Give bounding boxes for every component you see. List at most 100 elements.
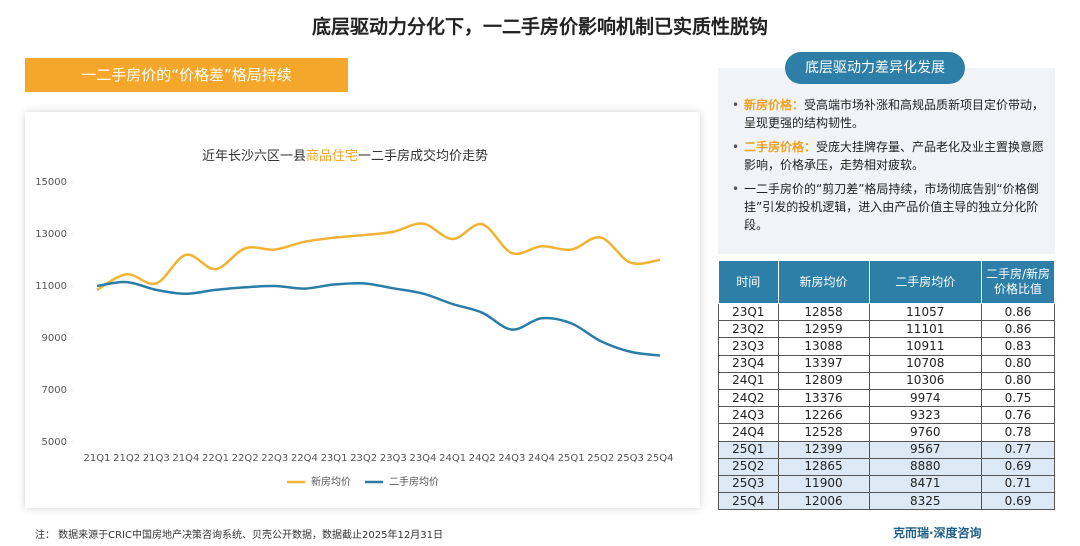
y-tick-label: 5000 [42,437,67,448]
table-cell: 13088 [777,337,870,356]
table-row: 25Q4 12006 8325 0.69 [718,492,1055,511]
table-cell: 9323 [868,406,983,425]
legend-label: 二手房均价 [389,475,439,488]
brand: 克而瑞·深度咨询 [893,526,982,540]
table-row: 24Q2 13376 9974 0.75 [718,388,1055,408]
y-tick-label: 11000 [35,281,67,292]
x-tick-label: 25Q2 [587,453,614,464]
x-tick-label: 21Q4 [172,453,199,464]
table-row: 25Q3 11900 8471 0.71 [718,474,1055,494]
header-cell: 二手房/新房价格比值 [981,260,1055,304]
section-header: 一二手房价的“价格差”格局持续 [25,58,348,92]
table-cell: 13397 [777,354,870,373]
series-line [96,280,661,357]
table-row: 25Q1 12399 9567 0.77 [718,440,1055,459]
x-tick-label: 24Q3 [498,453,525,464]
chart-panel: 近年长沙六区一县商品住宅一二手房成交均价走势 5000 7000 9000 11000… [25,112,700,508]
table-cell: 25Q2 [718,457,779,476]
table-cell: 24Q2 [718,388,779,408]
table-cell: 12809 [777,371,870,390]
legend-label: 新房均价 [311,475,351,488]
header-cell: 时间 [718,260,779,304]
table-cell: 11900 [777,474,870,494]
bullet: 新房价格：受高端市场补涨和高规品质新项目定价带动，呈现更强的结构韧性。 [728,96,1046,132]
table-cell: 9567 [868,440,983,459]
table-cell: 10708 [868,354,983,373]
x-tick-label: 22Q4 [291,453,318,464]
table-row: 25Q2 12865 8880 0.69 [718,457,1055,476]
x-tick-label: 25Q3 [617,453,644,464]
table-row: 24Q3 12266 9323 0.76 [718,406,1055,425]
x-tick-label: 23Q3 [380,453,407,464]
table-cell: 24Q3 [718,406,779,425]
table-row: 24Q1 12809 10306 0.80 [718,371,1055,390]
table-cell: 0.75 [981,388,1055,408]
title-part: 一二手房成交均价走势 [358,148,488,164]
table-cell: 25Q3 [718,474,779,494]
table-row: 23Q2 12959 11101 0.86 [718,320,1055,339]
table-cell: 0.83 [981,337,1055,356]
page-title: 底层驱动力分化下，一二手房价影响机制已实质性脱钩 [311,16,768,38]
bullet-text: 一二手房价的“剪刀差”格局持续，市场彻底告别“价格倒挂”引发的投机逻辑，进入由产… [744,182,1039,232]
table-cell: 23Q1 [718,302,779,322]
y-tick-label: 9000 [42,333,67,344]
table-header: 时间 新房均价 二手房均价 二手房/新房价格比值 [718,260,1055,304]
x-tick-label: 25Q4 [647,453,674,464]
table-cell: 10306 [868,371,983,390]
bullet-label: 二手房价格： [744,140,817,154]
table-cell: 8471 [868,474,983,494]
table-row: 23Q1 12858 11057 0.86 [718,302,1055,322]
x-tick-label: 21Q2 [113,453,140,464]
table-cell: 12266 [777,406,870,425]
bullet-list: 新房价格：受高端市场补涨和高规品质新项目定价带动，呈现更强的结构韧性。二手房价格… [728,96,1046,240]
table-cell: 9974 [868,388,983,408]
x-tick-label: 24Q1 [439,453,466,464]
bullet-text: 受庞大挂牌存量、产品老化及业主置换意愿影响，价格承压，走势相对疲软。 [744,140,1045,172]
table-cell: 0.77 [981,440,1055,459]
header-cell: 新房均价 [777,260,870,304]
table-cell: 23Q4 [718,354,779,373]
x-tick-label: 23Q2 [350,453,377,464]
x-tick-label: 24Q2 [469,453,496,464]
table-row: 24Q4 12528 9760 0.78 [718,423,1055,442]
table-cell: 0.86 [981,302,1055,322]
table-cell: 9760 [868,423,983,442]
table-cell: 25Q1 [718,440,779,459]
bullet-text: 受高端市场补涨和高规品质新项目定价带动，呈现更强的结构韧性。 [744,98,1045,130]
table-cell: 0.71 [981,474,1055,494]
table-cell: 10911 [868,337,983,356]
table-cell: 11101 [868,320,983,339]
table-cell: 8880 [868,457,983,476]
y-tick-label: 13000 [35,229,67,240]
table-cell: 12858 [777,302,870,322]
x-tick-label: 22Q3 [261,453,288,464]
y-tick-label: 7000 [42,385,67,396]
table-cell: 0.76 [981,406,1055,425]
title-part: 商品住宅 [306,149,358,164]
table-cell: 24Q1 [718,371,779,390]
footnote: 注： 数据来源于CRIC中国房地产决策咨询系统、贝壳公开数据，数据截止2025年… [35,530,443,541]
y-tick-label: 15000 [35,177,67,188]
table-cell: 0.69 [981,492,1055,511]
table-row: 23Q4 13397 10708 0.80 [718,354,1055,373]
table-cell: 24Q4 [718,423,779,442]
table-cell: 0.80 [981,354,1055,373]
table-cell: 11057 [868,302,983,322]
x-tick-label: 24Q4 [528,453,555,464]
x-tick-label: 23Q1 [321,453,348,464]
table-cell: 0.80 [981,371,1055,390]
bullet: 二手房价格：受庞大挂牌存量、产品老化及业主置换意愿影响，价格承压，走势相对疲软。 [728,138,1046,174]
table-cell: 12865 [777,457,870,476]
bullet: 一二手房价的“剪刀差”格局持续，市场彻底告别“价格倒挂”引发的投机逻辑，进入由产… [728,180,1046,234]
table-row: 23Q3 13088 10911 0.83 [718,337,1055,356]
table-cell: 25Q4 [718,492,779,511]
title-part: 近年长沙六区一县 [202,149,306,164]
x-tick-label: 22Q2 [232,453,259,464]
series-line [96,222,661,292]
chart: 近年长沙六区一县商品住宅一二手房成交均价走势 5000 7000 9000 11000… [35,148,674,489]
x-tick-label: 23Q4 [409,453,436,464]
x-tick-label: 21Q1 [84,453,111,464]
panel-heading: 底层驱动力差异化发展 [785,52,965,84]
x-tick-label: 22Q1 [202,453,229,464]
